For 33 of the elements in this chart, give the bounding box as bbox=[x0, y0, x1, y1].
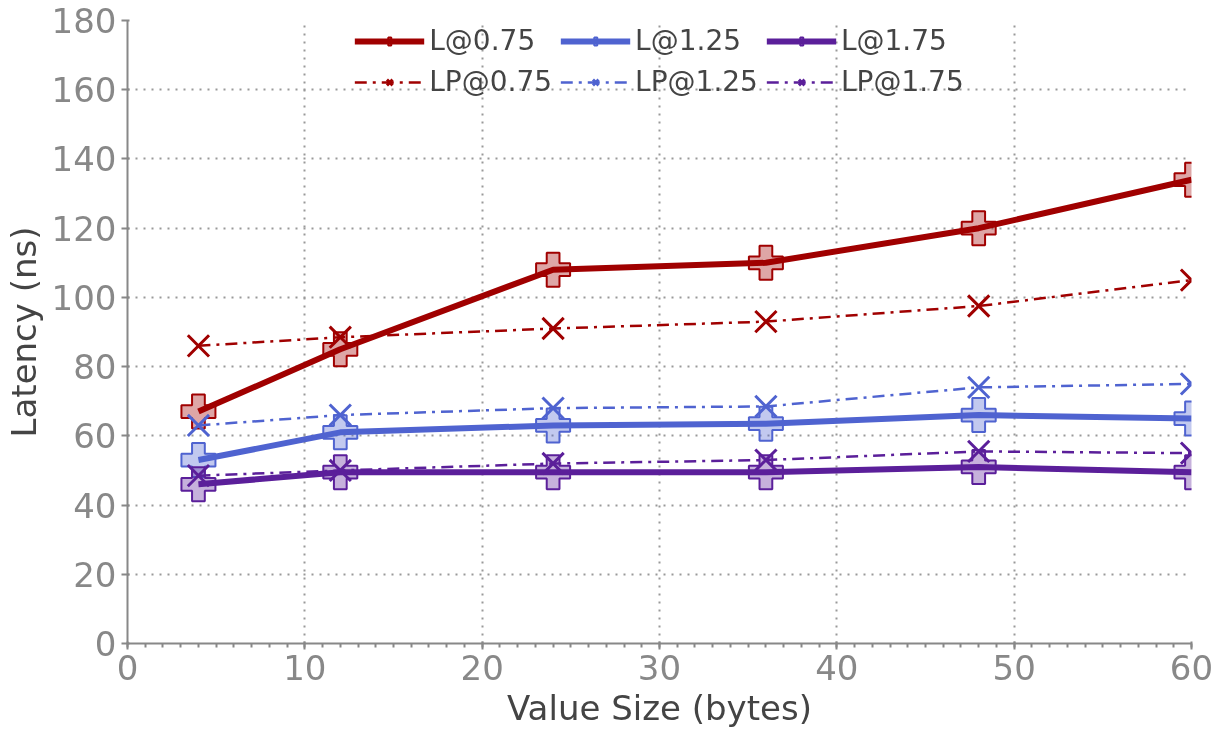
y-tick-label: 120 bbox=[51, 208, 117, 249]
x-tick-label: 40 bbox=[815, 647, 859, 688]
point bbox=[328, 402, 353, 428]
legend-label: LP@1.25 bbox=[635, 65, 758, 98]
y-tick-label: 60 bbox=[73, 416, 117, 457]
point bbox=[540, 316, 566, 341]
legend-label: LP@0.75 bbox=[429, 65, 553, 98]
point bbox=[753, 309, 779, 334]
legend-label: L@0.75 bbox=[429, 24, 536, 57]
legend-label: L@1.25 bbox=[635, 24, 742, 57]
x-tick-label: 30 bbox=[637, 647, 682, 688]
legend-label: LP@1.75 bbox=[840, 65, 964, 98]
point bbox=[966, 293, 991, 319]
point bbox=[186, 333, 211, 358]
y-tick-label: 20 bbox=[73, 554, 117, 595]
point bbox=[186, 413, 211, 438]
y-tick-label: 80 bbox=[73, 347, 117, 388]
point bbox=[753, 394, 779, 419]
y-axis-title: Latency (ns) bbox=[3, 226, 44, 438]
x-tick-label: 20 bbox=[460, 647, 504, 688]
x-tick-label: 10 bbox=[283, 647, 327, 688]
x-tick-label: 60 bbox=[1169, 647, 1214, 688]
point bbox=[966, 375, 991, 400]
point bbox=[966, 439, 991, 464]
y-tick-label: 160 bbox=[51, 70, 117, 111]
legend-label: L@1.75 bbox=[840, 24, 947, 57]
y-tick-label: 40 bbox=[73, 485, 117, 526]
y-tick-label: 180 bbox=[51, 1, 117, 41]
x-tick-label: 50 bbox=[992, 647, 1036, 688]
y-tick-label: 140 bbox=[51, 139, 117, 180]
point bbox=[540, 396, 566, 421]
x-axis-title: Value Size (bytes) bbox=[507, 687, 812, 728]
y-tick-label: 100 bbox=[51, 277, 117, 318]
